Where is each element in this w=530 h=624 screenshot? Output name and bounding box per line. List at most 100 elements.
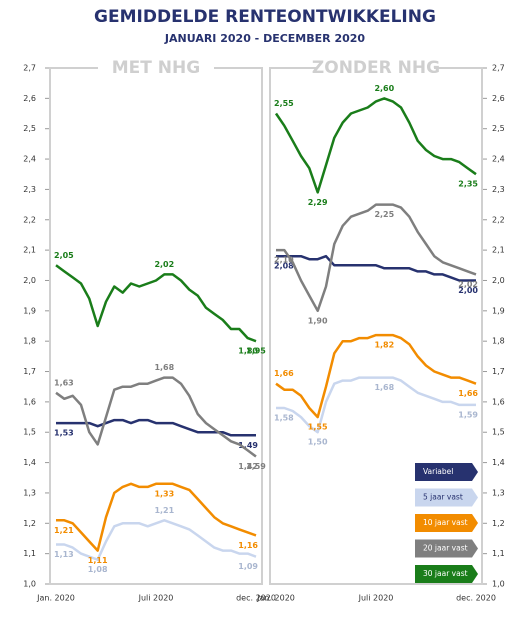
value-label: 2,35: [458, 180, 478, 189]
y-tick-label: 1,4: [492, 458, 505, 467]
value-label: 1,50: [308, 438, 328, 447]
y-tick-label: 1,9: [23, 306, 36, 315]
y-tick-label: 1,3: [492, 488, 505, 497]
value-label: 1,49: [238, 441, 258, 450]
y-tick-label: 2,4: [23, 155, 36, 164]
value-label: 2,05: [54, 251, 74, 260]
y-tick-label: 2,5: [23, 124, 36, 133]
y-tick-label: 2,1: [492, 246, 505, 255]
value-label: 1,21: [54, 526, 74, 535]
y-tick-label: 2,6: [492, 94, 505, 103]
y-tick-label: 1,6: [23, 397, 36, 406]
value-label: 2,02: [154, 260, 174, 269]
y-tick-label: 2,2: [23, 215, 36, 224]
value-label: 1,90: [308, 316, 328, 325]
value-label: 1,66: [274, 369, 294, 378]
x-tick-label: dec. 2020: [456, 594, 496, 603]
series-line: [276, 376, 476, 434]
value-label: 2,60: [374, 84, 394, 93]
legend-swatch: [415, 488, 478, 507]
value-label: 1,33: [154, 489, 174, 498]
y-tick-label: 1,8: [492, 337, 505, 346]
value-label: 1,21: [154, 506, 174, 515]
value-label: 2,00: [458, 286, 478, 295]
value-label: 1,13: [54, 550, 74, 559]
y-tick-label: 2,7: [492, 64, 505, 73]
x-tick-label: dec. 2020: [236, 594, 276, 603]
y-tick-label: 1,7: [492, 367, 505, 376]
value-label: 1,09: [238, 562, 258, 571]
panel-title: MET NHG: [112, 58, 200, 78]
legend-swatch: [415, 463, 478, 481]
series-line: [56, 418, 256, 437]
legend-label: 30 jaar vast: [423, 569, 468, 578]
value-label: 2,10: [274, 256, 294, 265]
y-tick-label: 2,6: [23, 94, 36, 103]
y-tick-label: 1,0: [492, 580, 505, 589]
y-tick-label: 2,2: [492, 215, 505, 224]
x-tick-label: Juli 2020: [358, 594, 394, 603]
value-label: 2,08: [274, 262, 294, 271]
y-tick-label: 2,7: [23, 64, 36, 73]
y-tick-label: 2,0: [492, 276, 505, 285]
value-label: 1,68: [374, 383, 394, 392]
legend-label: 10 jaar vast: [423, 518, 468, 527]
value-label: 1,66: [458, 389, 478, 398]
series-line: [275, 333, 477, 419]
y-tick-label: 1,8: [23, 337, 36, 346]
x-tick-label: Juli 2020: [138, 594, 174, 603]
panel-title-bg: [318, 59, 434, 77]
value-label: 1,82: [374, 341, 394, 350]
y-tick-label: 1,5: [23, 428, 36, 437]
series-line: [274, 97, 477, 194]
value-label: 1,59: [458, 410, 478, 419]
legend-swatch: [415, 539, 478, 558]
y-tick-label: 1,0: [23, 580, 36, 589]
value-label: 1,63: [54, 378, 74, 387]
legend-label: 5 jaar vast: [423, 493, 463, 502]
value-label: 1,42: [238, 462, 258, 471]
value-label: 1,16: [238, 541, 258, 550]
series-line: [276, 203, 477, 313]
legend-swatch: [415, 565, 478, 583]
value-label: 1,11: [88, 556, 108, 565]
y-tick-label: 1,4: [23, 458, 36, 467]
y-tick-label: 1,2: [492, 519, 505, 528]
value-label: 1,08: [88, 565, 108, 574]
y-tick-label: 2,1: [23, 246, 36, 255]
value-label: 2,55: [274, 99, 294, 108]
value-label: 1,59: [246, 462, 266, 471]
y-tick-label: 1,1: [492, 549, 505, 558]
legend-label: 20 jaar vast: [423, 544, 468, 553]
y-tick-label: 2,4: [492, 155, 505, 164]
y-tick-label: 1,7: [23, 367, 36, 376]
x-tick-label: Jan. 2020: [36, 594, 75, 603]
y-tick-label: 1,3: [23, 488, 36, 497]
chart-subtitle: JANUARI 2020 - DECEMBER 2020: [164, 32, 365, 45]
y-tick-label: 1,6: [492, 397, 505, 406]
y-tick-label: 2,3: [23, 185, 36, 194]
y-tick-label: 2,5: [492, 124, 505, 133]
chart-title: GEMIDDELDE RENTEONTWIKKELING: [94, 7, 436, 27]
series-line: [55, 264, 257, 343]
y-tick-label: 2,0: [23, 276, 36, 285]
y-tick-label: 1,9: [492, 306, 505, 315]
value-label: 1,68: [154, 363, 174, 372]
series-line: [56, 519, 257, 561]
legend-swatch: [415, 514, 478, 532]
y-tick-label: 1,5: [492, 428, 505, 437]
value-label: 1,80: [238, 347, 258, 356]
value-label: 2,02: [458, 280, 478, 289]
value-label: 1,58: [274, 413, 294, 422]
value-label: 1,53: [54, 429, 74, 438]
series-line: [55, 376, 257, 458]
value-label: 2,25: [374, 210, 394, 219]
value-label: 1,95: [246, 347, 266, 356]
legend-label: Variabel: [423, 467, 453, 476]
series-line: [56, 482, 257, 552]
y-tick-label: 1,1: [23, 549, 36, 558]
series-line: [276, 254, 476, 282]
y-tick-label: 2,3: [492, 185, 505, 194]
value-label: 2,29: [308, 198, 328, 207]
